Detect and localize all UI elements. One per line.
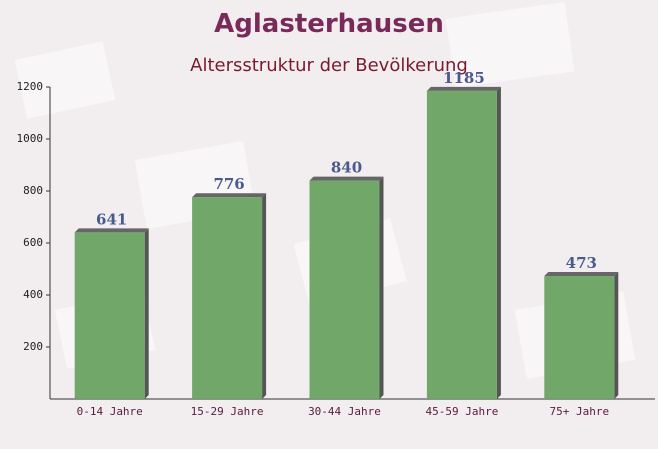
- y-tick-label: 1200: [17, 80, 44, 93]
- value-label: 641: [96, 210, 127, 228]
- bar-side: [262, 193, 267, 399]
- bar: [426, 90, 497, 400]
- bar: [192, 197, 263, 399]
- y-tick-label: 600: [23, 236, 43, 249]
- y-tick-label: 400: [23, 288, 43, 301]
- bar-top: [74, 228, 149, 233]
- bar: [309, 180, 380, 399]
- x-tick-label: 0-14 Jahre: [77, 405, 143, 418]
- bar: [74, 232, 145, 399]
- x-tick-label: 30-44 Jahre: [308, 405, 381, 418]
- value-label: 1185: [443, 69, 485, 87]
- chart-subtitle: Altersstruktur der Bevölkerung: [190, 55, 468, 76]
- bar-top: [192, 193, 267, 198]
- y-tick-label: 800: [23, 184, 43, 197]
- y-tick-label: 200: [23, 340, 43, 353]
- x-tick-label: 75+ Jahre: [549, 405, 609, 418]
- bar-side: [614, 272, 619, 399]
- x-tick-label: 15-29 Jahre: [191, 405, 264, 418]
- bar-side: [379, 176, 384, 399]
- bar-top: [544, 272, 619, 277]
- y-tick-label: 1000: [17, 132, 44, 145]
- bar: [544, 276, 615, 399]
- value-label: 776: [213, 175, 244, 193]
- bar-top: [309, 176, 384, 181]
- chart-title: Aglasterhausen: [214, 9, 444, 39]
- bar-side: [496, 86, 501, 400]
- value-label: 473: [566, 254, 597, 272]
- value-label: 840: [331, 159, 362, 177]
- bar-top: [426, 86, 501, 91]
- x-tick-label: 45-59 Jahre: [425, 405, 498, 418]
- bar-side: [144, 228, 149, 399]
